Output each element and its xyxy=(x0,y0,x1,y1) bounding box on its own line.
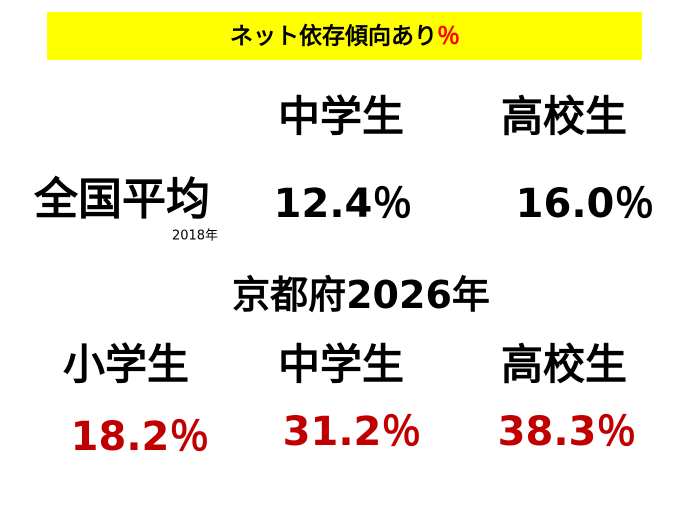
kyoto-value: 38.3％ xyxy=(497,409,637,455)
national-label: 全国平均 xyxy=(34,174,210,225)
kyoto-value: 31.2％ xyxy=(282,409,422,455)
kyoto-header: 小学生 xyxy=(62,340,190,389)
kyoto-header: 中学生 xyxy=(277,340,405,389)
title-text: ネット依存傾向あり xyxy=(230,23,437,50)
title: ネット依存傾向あり％ xyxy=(230,23,460,50)
national-year: 2018年 xyxy=(171,228,219,244)
title-unit: ％ xyxy=(437,23,460,50)
national-value: 16.0％ xyxy=(515,181,655,227)
kyoto-label: 京都府2026年 xyxy=(232,273,490,317)
title-banner xyxy=(47,12,642,60)
national-header: 中学生 xyxy=(277,92,405,141)
national-value: 12.4％ xyxy=(273,181,413,227)
national-header: 高校生 xyxy=(500,92,628,141)
kyoto-header: 高校生 xyxy=(500,340,628,389)
kyoto-value: 18.2％ xyxy=(70,414,210,460)
